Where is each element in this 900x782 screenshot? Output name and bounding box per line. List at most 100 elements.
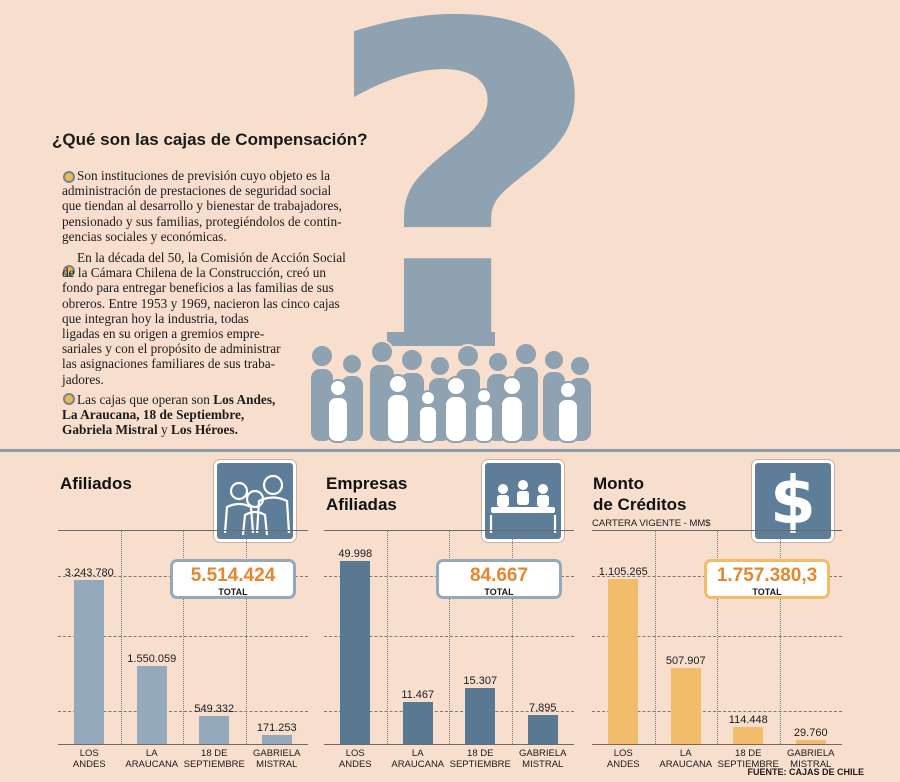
page-title: ¿Qué son las cajas de Compensación? [52, 130, 368, 149]
text-line: pensionado y sus familias, protegiéndolo… [62, 213, 342, 229]
total-value: 84.667 [469, 565, 529, 586]
column-separator [511, 531, 513, 744]
bar-1 [402, 702, 433, 744]
chart-afiliados: 3.243.780 1.550.059 549.332 171.253 5.514.42… [58, 530, 308, 745]
bullet-icon [63, 265, 75, 277]
bar-2 [465, 688, 496, 744]
source-note: FUENTE: CAJAS DE CHILE [747, 767, 864, 777]
text-line: obreros. Entre 1953 y 1969, nacieron las… [62, 295, 340, 311]
value-label-1: 1.550.059 [127, 653, 177, 665]
total-box: 1.757.380,3 TOTAL [704, 559, 830, 599]
value-label-0: 1.105.265 [598, 566, 648, 578]
value-label-3: 171.253 [256, 722, 297, 734]
section-title-empresas: Empresas Afiliadas [326, 473, 407, 515]
total-label: TOTAL [484, 587, 514, 597]
total-value: 5.514.424 [190, 565, 276, 586]
section-subtitle-monto: CARTERA VIGENTE - MM$ [592, 518, 711, 529]
total-label: TOTAL [218, 587, 248, 597]
bar-1 [670, 668, 701, 744]
value-label-2: 114.448 [728, 714, 768, 726]
intro-paragraph-1: Son instituciones de previsión cuyo obje… [62, 168, 392, 244]
section-title-monto: Monto de Créditos [593, 473, 687, 515]
category-label-3: GABRIELA MISTRAL [252, 748, 301, 770]
dollar-icon: $ [752, 460, 834, 542]
category-label-1: LA ARAUCANA [125, 748, 179, 770]
column-separator [449, 531, 450, 744]
bar-0 [340, 561, 371, 744]
category-label-1: LA ARAUCANA [659, 748, 713, 770]
bar-3 [527, 715, 558, 744]
text-line: Son instituciones de previsión cuyo obje… [77, 168, 330, 183]
intro-paragraph-3: Las cajas que operan son Los Andes, La A… [62, 392, 292, 438]
text-line: Monto [593, 474, 644, 493]
category-label-1: LA ARAUCANA [391, 748, 445, 770]
people-group-icon-graphic [223, 474, 291, 536]
total-box: 5.514.424 TOTAL [170, 559, 296, 599]
column-separator [654, 531, 656, 744]
column-separator [386, 531, 388, 744]
text-span: y [157, 422, 171, 438]
value-label-0: 3.243.780 [64, 567, 114, 579]
section-title-afiliados: Afiliados [60, 474, 132, 493]
bar-2 [199, 716, 230, 744]
section-divider [0, 449, 900, 452]
crowd-illustration [309, 340, 593, 443]
value-label-0: 49.998 [338, 548, 373, 560]
bullet-icon [63, 171, 75, 183]
bullet-icon [63, 393, 75, 405]
value-label-2: 549.332 [194, 703, 235, 715]
text-line: gencias sociales y económicas. [62, 228, 227, 244]
text-line: las asignaciones familiares de sus traba… [62, 356, 276, 372]
column-separator [183, 531, 184, 744]
bar-0 [74, 580, 105, 744]
bar-0 [608, 579, 639, 744]
category-label-3: GABRIELA MISTRAL [518, 748, 567, 770]
category-label-2: 18 DE SEPTIEMBRE [183, 748, 245, 770]
total-box: 84.667 TOTAL [436, 559, 562, 599]
category-label-0: LOS ANDES [72, 748, 106, 770]
column-separator [245, 531, 247, 744]
total-value: 1.757.380,3 [716, 565, 818, 586]
category-label-0: LOS ANDES [606, 748, 640, 770]
category-label-3: GABRIELA MISTRAL [786, 748, 835, 770]
value-label-1: 11.467 [401, 689, 435, 701]
dollar-glyph: $ [770, 462, 816, 539]
text-line: fondo para entregar beneficios a las fam… [62, 280, 334, 296]
question-mark-base [387, 332, 495, 346]
text-line: Empresas [326, 474, 408, 493]
meeting-table-icon [482, 460, 564, 542]
bar-3 [795, 740, 826, 744]
text-line: administración de prestaciones de seguri… [62, 183, 332, 199]
text-line: de Créditos [593, 495, 687, 514]
text-line: sariales y con el propósito de administr… [62, 341, 281, 357]
value-label-3: 7.895 [528, 702, 557, 714]
bold-names-last: Los Héroes. [170, 422, 238, 438]
intro-paragraph-2: En la década del 50, la Comisión de Acci… [62, 250, 392, 387]
value-label-3: 29.760 [793, 727, 828, 739]
column-separator [779, 531, 781, 744]
text-line: En la década del 50, la Comisión de Acci… [77, 250, 346, 265]
category-label-2: 18 DE SEPTIEMBRE [449, 748, 511, 770]
text-line: que tiendan al desarrollo y bienestar de… [62, 198, 342, 214]
total-label: TOTAL [752, 587, 782, 597]
text-line: Afiliadas [326, 495, 397, 514]
value-label-1: 507.907 [665, 655, 706, 667]
bar-3 [261, 735, 292, 744]
text-line: ligadas en su origen a gremios empre- [62, 326, 265, 342]
value-label-2: 15.307 [463, 675, 498, 687]
column-separator [717, 531, 718, 744]
chart-empresas-afiliadas: 49.998 11.467 15.307 7.895 84.667 TOTAL [324, 530, 574, 745]
text-span: Las cajas que operan son [77, 392, 214, 407]
meeting-table-icon-graphic [489, 480, 557, 533]
people-group-icon [214, 460, 296, 542]
chart-monto-creditos: 1.105.265 507.907 114.448 29.760 1.757.380,3… [592, 530, 842, 745]
column-separator [120, 531, 122, 744]
text-line: jadores. [62, 371, 104, 387]
bold-names: Los Andes, La Araucana, 18 de Septiembre… [62, 392, 276, 438]
text-line: de la Cámara Chilena de la Construcción,… [62, 265, 326, 281]
category-label-2: 18 DE SEPTIEMBRE [717, 748, 779, 770]
bar-1 [136, 666, 167, 744]
category-label-0: LOS ANDES [338, 748, 372, 770]
text-line: que integran hoy la industria, todas [62, 310, 249, 326]
bar-2 [733, 727, 764, 744]
